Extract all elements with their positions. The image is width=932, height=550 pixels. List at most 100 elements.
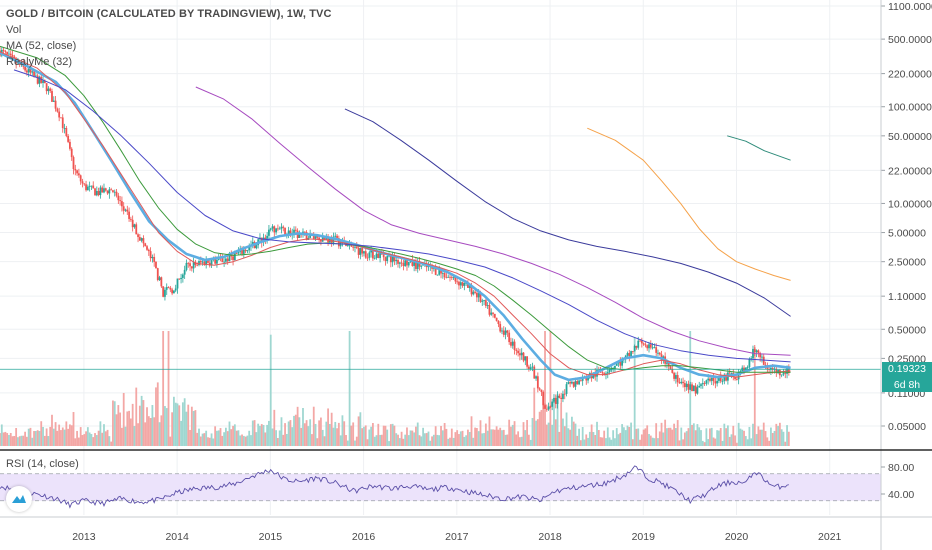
volume-bar xyxy=(264,432,267,446)
candle-body xyxy=(757,350,760,354)
candle-body xyxy=(214,257,217,264)
volume-bar xyxy=(506,434,509,446)
volume-bar xyxy=(531,417,534,446)
volume-bar xyxy=(228,421,231,446)
candle-body xyxy=(153,256,156,262)
volume-bar xyxy=(536,419,539,446)
candle-body xyxy=(667,362,670,367)
volume-bar xyxy=(106,429,109,446)
volume-bar xyxy=(45,428,48,446)
volume-bar xyxy=(300,427,303,446)
candle-body xyxy=(34,75,37,77)
rsi-legend[interactable]: RSI (14, close) xyxy=(6,458,79,470)
volume-bar xyxy=(86,427,89,446)
candle-body xyxy=(375,253,378,258)
candle-body xyxy=(81,181,84,184)
candle-body xyxy=(232,256,234,261)
candle-body xyxy=(58,111,61,118)
volume-bar xyxy=(298,417,301,446)
candle-body xyxy=(377,253,380,258)
volume-bar xyxy=(424,433,426,446)
volume-bar xyxy=(158,422,161,446)
candle-body xyxy=(366,257,369,259)
candle-body xyxy=(25,70,28,73)
candle-body xyxy=(221,258,224,263)
candle-body xyxy=(106,190,109,194)
candle-body xyxy=(183,269,186,275)
candle-body xyxy=(368,252,371,258)
volume-bar xyxy=(422,427,425,446)
volume-bar xyxy=(262,424,265,446)
volume-bar xyxy=(203,433,206,446)
candle-body xyxy=(475,292,478,298)
candle-body xyxy=(33,71,35,76)
candle-body xyxy=(472,291,475,295)
legend-item-vol[interactable]: Vol xyxy=(6,24,22,36)
candle-body xyxy=(146,246,148,250)
candle-body xyxy=(169,287,172,290)
volume-bar xyxy=(700,430,702,446)
volume-bar xyxy=(757,426,760,446)
candle-body xyxy=(637,340,640,348)
volume-bar xyxy=(427,431,430,446)
candle-body xyxy=(293,229,295,233)
candle-body xyxy=(352,246,355,248)
volume-bar xyxy=(402,438,405,446)
candle-body xyxy=(24,66,26,71)
volume-bar xyxy=(630,422,632,446)
volume-bar xyxy=(119,412,122,446)
candle-body xyxy=(782,373,785,375)
volume-bar xyxy=(375,435,378,446)
candle-body xyxy=(533,366,536,379)
volume-bar xyxy=(436,434,439,446)
volume-bar xyxy=(13,435,16,446)
candle-body xyxy=(273,226,276,233)
legend-item-realyme[interactable]: RealyMe (32) xyxy=(6,56,73,68)
volume-bar xyxy=(208,437,211,446)
volume-bar xyxy=(660,422,663,446)
volume-bar xyxy=(732,425,735,446)
candle-body xyxy=(415,261,417,269)
volume-bar xyxy=(29,427,32,446)
volume-bar xyxy=(730,434,733,446)
candle-body xyxy=(558,395,561,398)
candle-body xyxy=(508,332,511,343)
volume-bar xyxy=(17,437,19,446)
volume-bar xyxy=(307,426,310,446)
candle-body xyxy=(318,237,321,240)
volume-bar xyxy=(196,432,199,446)
volume-bar xyxy=(312,406,315,446)
volume-bar xyxy=(558,431,561,446)
candle-body xyxy=(682,381,684,384)
candle-body xyxy=(95,191,98,196)
volume-bar xyxy=(305,420,308,446)
candle-body xyxy=(97,191,100,196)
candle-body xyxy=(691,384,693,392)
volume-bar xyxy=(149,417,152,446)
x-tick-label: 2016 xyxy=(352,531,376,543)
volume-bar xyxy=(217,430,220,446)
volume-bar xyxy=(135,387,138,446)
candle-body xyxy=(712,377,715,382)
candle-body xyxy=(721,380,724,382)
candle-body xyxy=(619,361,622,366)
volume-bar xyxy=(169,436,172,446)
candle-body xyxy=(676,375,679,383)
candle-body xyxy=(398,262,401,264)
candle-body xyxy=(454,277,457,282)
volume-bar xyxy=(766,437,769,446)
candle-body xyxy=(608,369,611,373)
tradingview-logo-icon[interactable] xyxy=(6,486,32,512)
volume-bar xyxy=(142,400,145,446)
candle-body xyxy=(716,380,719,384)
volume-bar xyxy=(278,430,281,446)
legend-item-ma[interactable]: MA (52, close) xyxy=(6,40,77,52)
volume-bar xyxy=(332,427,335,446)
volume-bar xyxy=(533,387,536,446)
volume-bar xyxy=(676,420,679,446)
candle-body xyxy=(99,187,102,196)
volume-bar xyxy=(275,430,277,446)
candle-body xyxy=(719,376,722,382)
volume-bar xyxy=(440,425,442,446)
volume-bar xyxy=(103,424,105,446)
